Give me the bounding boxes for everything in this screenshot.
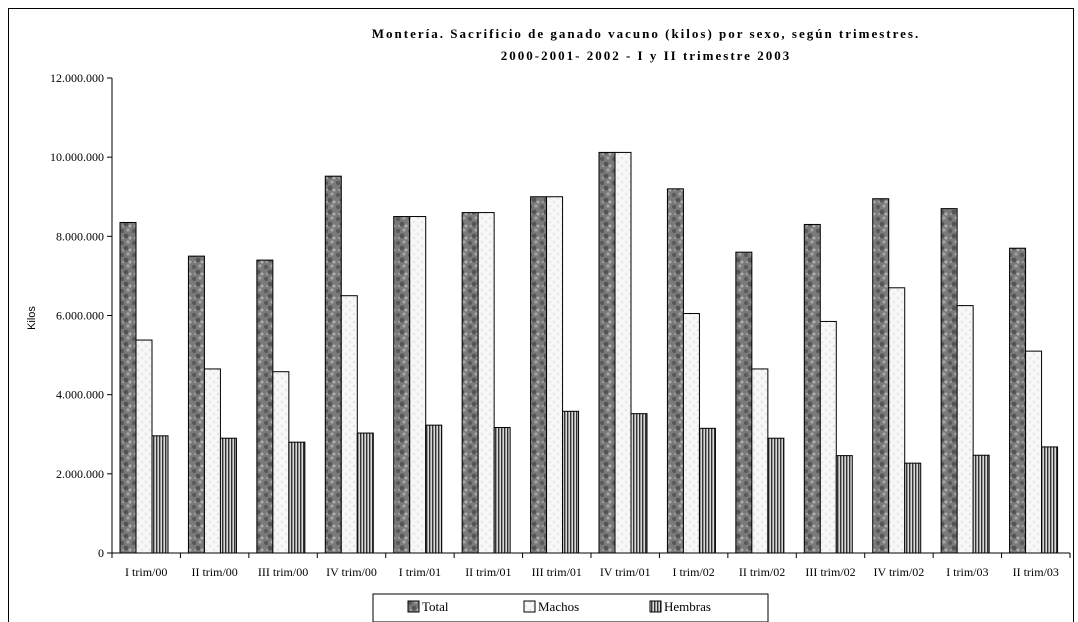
bar-total [598,151,616,554]
bar-total [393,216,411,554]
y-axis-label: Kilos [26,306,38,330]
bar-total [803,223,821,554]
bar-hembras [288,441,306,554]
bar-machos [751,368,769,554]
bar-total [666,188,684,554]
bar-machos [888,287,906,554]
bars [119,151,1059,554]
x-tick-label: IV trim/01 [600,565,651,579]
chart-subtitle: 2000-2001- 2002 - I y II trimestre 2003 [501,48,791,63]
bar-hembras [904,462,922,554]
bar-total [940,208,958,554]
bar-hembras [1041,446,1059,554]
x-tick-label: II trim/00 [191,565,237,579]
bar-hembras [767,437,785,554]
legend-box [372,593,769,622]
bar-total [324,175,342,554]
bar-machos [272,371,290,554]
bar-total [187,255,205,554]
x-tick-label: I trim/03 [946,565,988,579]
x-tick-label: I trim/01 [399,565,441,579]
legend-label-hembras: Hembras [664,599,711,614]
x-tick-label: IV trim/02 [874,565,925,579]
bar-total [872,198,890,554]
bar-hembras [219,437,237,554]
bar-machos [546,196,564,554]
y-tick-label: 12.000.000 [50,71,104,85]
chart-frame [8,8,1074,622]
x-tick-label: I trim/00 [125,565,167,579]
y-tick-label: 10.000.000 [50,150,104,164]
y-tick-label: 8.000.000 [56,229,104,243]
bar-machos [409,216,427,554]
bar-machos [340,295,358,554]
legend-label-total: Total [422,599,449,614]
bar-hembras [698,427,716,554]
x-tick-label: III trim/00 [258,565,308,579]
bar-hembras [630,413,648,554]
bar-total [735,251,753,554]
bar-machos [477,212,495,554]
bar-machos [203,368,221,554]
legend-swatch-machos [523,600,536,613]
legend-swatch-total [407,600,420,613]
x-tick-label: III trim/02 [805,565,855,579]
legend-swatch-hembras [649,600,662,613]
bar-machos [614,151,632,554]
x-tick-label: II trim/01 [465,565,511,579]
y-tick-label: 0 [98,546,104,560]
y-tick-label: 4.000.000 [56,388,104,402]
bar-hembras [835,455,853,554]
x-tick-label: I trim/02 [672,565,714,579]
bar-total [1009,247,1027,554]
bar-total [461,212,479,554]
bar-machos [682,313,700,554]
x-tick-label: III trim/01 [532,565,582,579]
bar-total [256,259,274,554]
x-tick-label: II trim/02 [739,565,785,579]
x-tick-label: II trim/03 [1013,565,1059,579]
axis-labels: 0 2.000.000 4.000.000 6.000.000 8.000.000 10.… [50,71,1059,579]
y-tick-label: 6.000.000 [56,309,104,323]
bar-hembras [562,410,580,554]
bar-total [530,196,548,554]
bar-hembras [151,435,169,554]
bar-hembras [972,454,990,554]
bar-hembras [493,427,511,554]
chart-title: Montería. Sacrificio de ganado vacuno (k… [372,26,921,41]
x-tick-label: IV trim/00 [326,565,377,579]
bar-hembras [356,432,374,554]
bar-machos [956,305,974,554]
bar-total [119,221,137,554]
y-tick-label: 2.000.000 [56,467,104,481]
bar-hembras [425,424,443,554]
bar-machos [135,339,153,554]
legend: Total Machos Hembras [372,593,769,622]
legend-label-machos: Machos [538,599,579,614]
axes [107,77,1071,558]
bar-machos [819,320,837,554]
bar-machos [1025,350,1043,554]
